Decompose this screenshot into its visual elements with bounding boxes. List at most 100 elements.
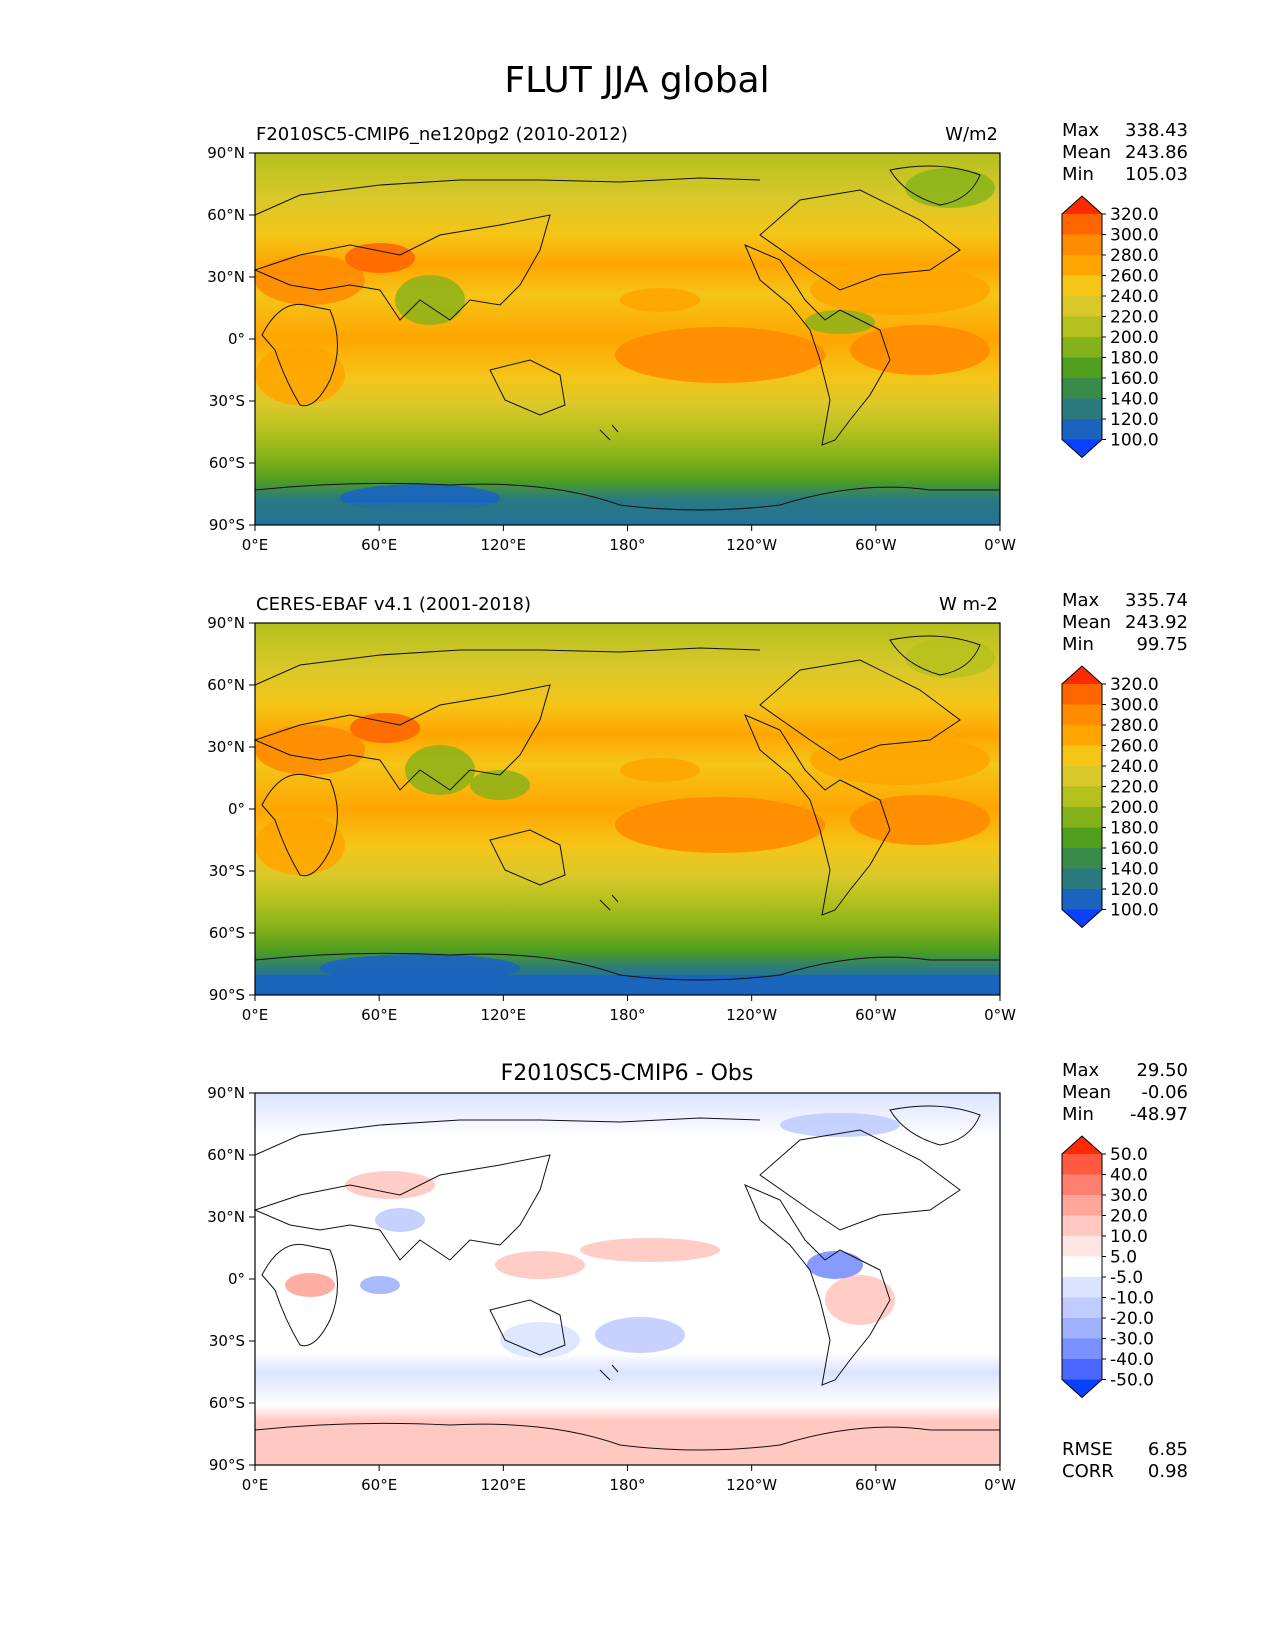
colorbar-cell [1062, 337, 1102, 358]
colorbar-cell [1062, 1154, 1102, 1175]
colorbar-label: 220.0 [1110, 778, 1159, 798]
panel-units: W/m2 [945, 124, 998, 145]
colorbar-cell [1062, 255, 1102, 276]
colorbar-label: -10.0 [1110, 1289, 1154, 1309]
colorbar-cell [1062, 1256, 1102, 1278]
x-tick-label: 180° [609, 536, 645, 554]
colorbar-cell [1062, 684, 1102, 705]
x-tick-label: 60°E [361, 1476, 397, 1494]
y-tick-label: 90°N [207, 144, 245, 162]
colorbar-label: 240.0 [1110, 287, 1159, 307]
colorbar-cell [1062, 316, 1102, 338]
colorbar-cell [1062, 1338, 1102, 1360]
x-tick-label: 180° [609, 1476, 645, 1494]
colorbar-label: 120.0 [1110, 410, 1159, 430]
colorbar-cell [1062, 725, 1102, 746]
x-tick-label: 60°W [855, 1006, 897, 1024]
colorbar-label: 140.0 [1110, 390, 1159, 410]
colorbar-label: 300.0 [1110, 696, 1159, 716]
x-tick-label: 60°E [361, 536, 397, 554]
y-tick-label: 0° [228, 330, 245, 348]
colorbar-label: 260.0 [1110, 737, 1159, 757]
panel-units: W m-2 [939, 594, 998, 615]
colorbar-label: 280.0 [1110, 246, 1159, 266]
colorbar-cell [1062, 419, 1102, 440]
colorbar-cell [1062, 296, 1102, 317]
colorbar-label: 20.0 [1110, 1207, 1148, 1227]
colorbar-label: -50.0 [1110, 1371, 1154, 1391]
colorbar-cell [1062, 745, 1102, 767]
colorbar-cell [1062, 357, 1102, 379]
colorbar-label: 100.0 [1110, 901, 1159, 921]
colorbar-label: 300.0 [1110, 226, 1159, 246]
colorbar-cell [1062, 1174, 1102, 1196]
y-tick-label: 60°N [207, 1146, 245, 1164]
colorbar-cell [1062, 275, 1102, 297]
stat-value: 29.50 [1136, 1060, 1188, 1081]
x-tick-label: 120°E [481, 536, 527, 554]
x-tick-label: 120°W [726, 1476, 777, 1494]
colorbar-cell [1062, 1359, 1102, 1380]
panel-left-title: CERES-EBAF v4.1 (2001-2018) [256, 594, 531, 615]
y-tick-label: 30°N [207, 738, 245, 756]
colorbar-label: 10.0 [1110, 1227, 1148, 1247]
stat-label: Min [1062, 164, 1094, 185]
x-tick-label: 120°W [726, 536, 777, 554]
colorbar-label: 200.0 [1110, 798, 1159, 818]
x-tick-label: 60°E [361, 1006, 397, 1024]
colorbar-extend-bottom [1062, 909, 1102, 928]
x-tick-label: 0°E [242, 1476, 269, 1494]
y-tick-label: 90°S [209, 1456, 245, 1474]
colorbar-label: 180.0 [1110, 819, 1159, 839]
map-diff [253, 1092, 1001, 1466]
colorbar-label: -20.0 [1110, 1309, 1154, 1329]
colorbar-cell [1062, 214, 1102, 235]
y-tick-label: 0° [228, 1270, 245, 1288]
colorbar-cell [1062, 704, 1102, 726]
x-tick-label: 0°W [984, 1476, 1016, 1494]
stat-label: Mean [1062, 142, 1111, 163]
colorbar-label: 5.0 [1110, 1248, 1137, 1268]
colorbar-cell [1062, 1195, 1102, 1216]
colorbar-extend-top [1062, 1136, 1102, 1154]
y-tick-label: 60°N [207, 206, 245, 224]
stat-value: -48.97 [1130, 1104, 1188, 1125]
colorbar-label: -40.0 [1110, 1350, 1154, 1370]
colorbar-label: -5.0 [1110, 1268, 1143, 1288]
x-tick-label: 180° [609, 1006, 645, 1024]
colorbar-label: 240.0 [1110, 757, 1159, 777]
stat-value: 243.86 [1125, 142, 1188, 163]
colorbar-cell [1062, 786, 1102, 808]
y-tick-label: 0° [228, 800, 245, 818]
colorbar-label: 260.0 [1110, 267, 1159, 287]
coastlines [253, 1105, 1000, 1451]
y-tick-label: 30°S [209, 862, 245, 880]
colorbar-label: 280.0 [1110, 716, 1159, 736]
colorbar-label: -30.0 [1110, 1330, 1154, 1350]
panel-left-title: F2010SC5-CMIP6_ne120pg2 (2010-2012) [256, 124, 628, 145]
x-tick-label: 120°W [726, 1006, 777, 1024]
colorbar-cell [1062, 766, 1102, 787]
colorbar-cell [1062, 1277, 1102, 1298]
colorbar-label: 140.0 [1110, 860, 1159, 880]
colorbar-label: 160.0 [1110, 369, 1159, 389]
colorbar-extend-bottom [1062, 1379, 1102, 1398]
stat-label: Mean [1062, 1082, 1111, 1103]
x-tick-label: 60°W [855, 1476, 897, 1494]
stat-label: Max [1062, 1060, 1100, 1081]
colorbar-label: 180.0 [1110, 349, 1159, 369]
colorbar-cell [1062, 398, 1102, 420]
y-tick-label: 90°N [207, 1084, 245, 1102]
figure-title: FLUT JJA global [504, 60, 769, 101]
x-tick-label: 120°E [481, 1006, 527, 1024]
y-tick-label: 60°N [207, 676, 245, 694]
stat-label: Min [1062, 634, 1094, 655]
y-tick-label: 30°S [209, 392, 245, 410]
x-tick-label: 0°W [984, 1006, 1016, 1024]
colorbar-label: 30.0 [1110, 1186, 1148, 1206]
panel-model: 0°E 60°E 120°E 180° 120°W 60°W 0°W 90°N 60°N 30°N… [207, 120, 1188, 554]
colorbar-label: 40.0 [1110, 1166, 1148, 1186]
footer-stat-value: 0.98 [1148, 1461, 1188, 1482]
colorbar-cell [1062, 827, 1102, 849]
